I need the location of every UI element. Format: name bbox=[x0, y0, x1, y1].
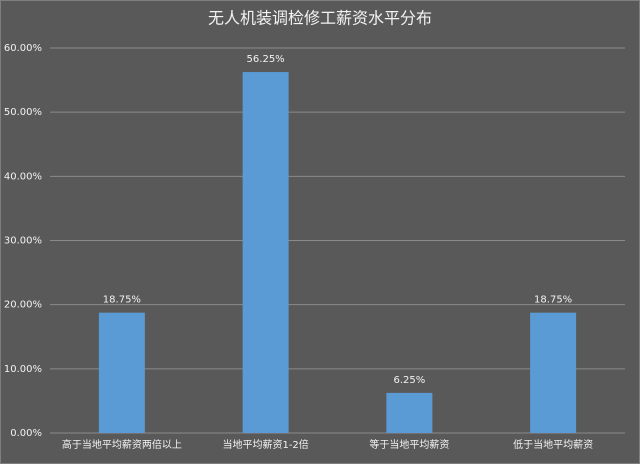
chart-title: 无人机装调检修工薪资水平分布 bbox=[208, 9, 432, 28]
bar bbox=[386, 392, 433, 433]
x-tick-label: 当地平均薪资1-2倍 bbox=[222, 438, 308, 451]
y-tick-label: 30.00% bbox=[4, 236, 42, 247]
data-label: 18.75% bbox=[103, 295, 141, 306]
x-tick-label: 高于当地平均薪资两倍以上 bbox=[62, 438, 182, 451]
bar bbox=[530, 312, 577, 433]
y-tick-label: 0.00% bbox=[10, 428, 42, 439]
y-tick-label: 50.00% bbox=[4, 107, 42, 118]
bar bbox=[98, 312, 145, 433]
y-tick-label: 10.00% bbox=[4, 364, 42, 375]
data-label: 56.25% bbox=[247, 54, 285, 65]
y-tick-label: 40.00% bbox=[4, 171, 42, 182]
data-label: 6.25% bbox=[393, 375, 425, 386]
y-tick-label: 20.00% bbox=[4, 300, 42, 311]
y-tick-label: 60.00% bbox=[4, 43, 42, 54]
x-tick-label: 等于当地平均薪资 bbox=[369, 438, 449, 451]
x-tick-label: 低于当地平均薪资 bbox=[513, 438, 593, 451]
bar bbox=[242, 72, 289, 433]
data-label: 18.75% bbox=[534, 295, 572, 306]
